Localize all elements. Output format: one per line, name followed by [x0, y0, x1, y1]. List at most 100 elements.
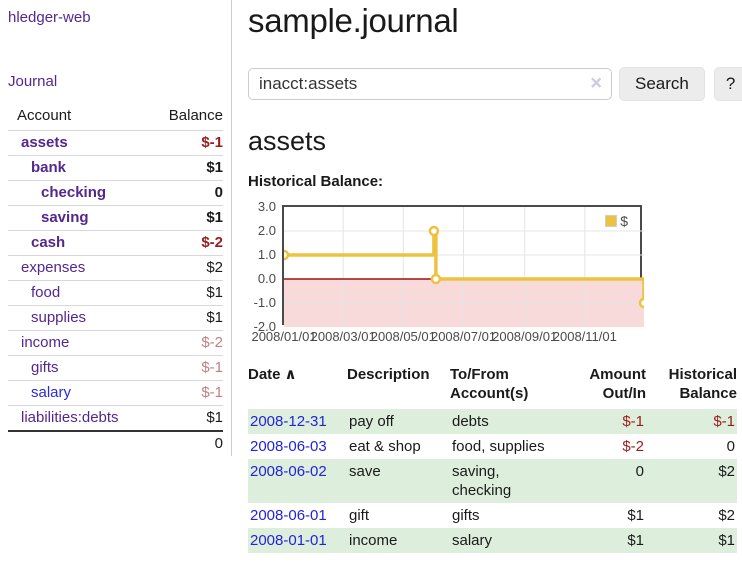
balance-chart: 3.0 2.0 1.0 0.0 -1.0 -2.0 $ 2008/01/01 2008/03… — [248, 197, 694, 349]
legend-series-label: $ — [620, 213, 628, 229]
account-balance: $1 — [152, 405, 223, 432]
y-axis-tick-label: 2.0 — [257, 223, 276, 238]
register-header-balance: Historical Balance — [668, 366, 737, 402]
transaction-amount: $1 — [627, 507, 644, 524]
transaction-date-link[interactable]: 2008-01-01 — [250, 532, 327, 549]
account-row: food $1 — [8, 280, 223, 306]
transaction-date-link[interactable]: 2008-06-01 — [250, 507, 327, 524]
transaction-accounts: food, supplies — [452, 438, 545, 455]
chart-svg — [278, 207, 650, 327]
account-page-title: assets — [248, 126, 327, 156]
account-link[interactable]: expenses — [21, 259, 86, 276]
x-axis-tick-label: 2008/11/01 — [552, 329, 617, 344]
sidebar: hledger-web Journal Account Balance asse… — [0, 0, 232, 456]
account-row: gifts $-1 — [8, 355, 223, 381]
register-row: 2008-01-01 income salary $1 $1 — [248, 528, 737, 553]
account-row: bank $1 — [8, 155, 223, 181]
account-row: expenses $2 — [8, 255, 223, 281]
transaction-description: pay off — [347, 409, 450, 434]
account-row: assets $-1 — [8, 130, 223, 156]
account-balance: 0 — [152, 180, 223, 206]
transaction-balance: $2 — [718, 507, 735, 524]
account-link[interactable]: food — [31, 284, 61, 301]
account-link[interactable]: assets — [21, 134, 68, 151]
account-balance: $2 — [152, 255, 223, 281]
account-link[interactable]: bank — [31, 159, 67, 176]
account-row: salary $-1 — [8, 380, 223, 406]
account-balance: $-1 — [152, 380, 223, 406]
account-row: checking 0 — [8, 180, 223, 206]
account-link[interactable]: checking — [41, 184, 107, 201]
account-balance: $-1 — [152, 355, 223, 381]
transaction-description: income — [347, 528, 450, 553]
account-row: saving $1 — [8, 205, 223, 231]
page-title: sample.journal — [248, 2, 459, 39]
search-bar: × Search ? — [248, 67, 742, 101]
transaction-accounts: debts — [450, 409, 562, 434]
transaction-amount: $1 — [562, 528, 646, 553]
search-button[interactable]: Search — [619, 67, 705, 101]
register-header-accounts: To/From Account(s) — [450, 366, 529, 402]
sort-ascending-icon: ∧ — [284, 366, 297, 383]
help-button[interactable]: ? — [713, 67, 742, 101]
x-axis-tick-label: 2008/03/01 — [310, 329, 376, 344]
account-link[interactable]: liabilities:debts — [21, 409, 119, 426]
search-input[interactable] — [248, 68, 612, 100]
transaction-balance: 0 — [726, 438, 735, 455]
account-row: income $-2 — [8, 330, 223, 356]
account-balance: $1 — [152, 305, 223, 331]
transaction-amount: 0 — [562, 459, 646, 503]
clear-search-icon[interactable]: × — [590, 72, 602, 95]
y-axis-tick-label: 1.0 — [257, 247, 276, 262]
y-axis-tick-label: 0.0 — [257, 271, 276, 286]
account-link[interactable]: gifts — [31, 359, 59, 376]
legend-swatch-icon — [605, 215, 618, 227]
transaction-accounts: saving, checking — [450, 459, 562, 503]
transaction-balance: $1 — [646, 528, 737, 553]
transaction-date-link[interactable]: 2008-12-31 — [250, 413, 327, 430]
register-row: 2008-06-02 save saving, checking 0 $2 — [248, 459, 737, 503]
account-link[interactable]: saving — [41, 209, 89, 226]
account-balance: $1 — [152, 205, 223, 231]
x-axis-tick-label: 2008/07/01 — [430, 329, 497, 344]
chart-plot-area: $ — [278, 205, 650, 327]
account-link[interactable]: income — [21, 334, 70, 351]
y-axis-tick-label: -1.0 — [253, 295, 276, 310]
account-balance: $-1 — [152, 130, 223, 156]
accounts-table: Account Balance assets $-1 bank $1 checking 0… — [8, 105, 223, 456]
account-balance: $-2 — [152, 230, 223, 256]
y-axis-tick-label: -2.0 — [253, 319, 276, 334]
chart-title: Historical Balance: — [248, 173, 384, 190]
account-row: liabilities:debts $1 — [8, 405, 223, 432]
account-row: supplies $1 — [8, 305, 223, 331]
transaction-date-link[interactable]: 2008-06-03 — [250, 438, 327, 455]
accounts-header-balance: Balance — [152, 105, 223, 131]
transaction-accounts: gifts — [452, 507, 480, 524]
accounts-total-balance: 0 — [152, 430, 223, 456]
x-axis-tick-label: 2008/01/01 — [251, 329, 317, 344]
account-link[interactable]: cash — [31, 234, 66, 251]
register-row: 2008-06-03 eat & shop food, supplies $-2 0 — [248, 434, 737, 459]
app-layout: hledger-web Journal Account Balance asse… — [0, 0, 742, 553]
y-axis-tick-label: 3.0 — [257, 199, 276, 214]
x-axis-tick-label: 2008/05/01 — [370, 329, 436, 344]
main-content: sample.journal × Search ? assets Histori… — [232, 0, 742, 553]
chart-legend: $ — [605, 213, 628, 229]
account-link[interactable]: supplies — [31, 309, 87, 326]
register-header-description: Description — [347, 366, 430, 383]
transaction-balance: $2 — [646, 459, 737, 503]
account-balance: $1 — [152, 280, 223, 306]
account-balance: $-2 — [152, 330, 223, 356]
transaction-amount: $-2 — [622, 438, 644, 455]
app-brand-link[interactable]: hledger-web — [8, 9, 91, 26]
account-link[interactable]: salary — [31, 384, 72, 401]
register-header-date[interactable]: Date ∧ — [248, 366, 297, 383]
transaction-accounts: salary — [450, 528, 562, 553]
transaction-date-link[interactable]: 2008-06-02 — [250, 463, 327, 480]
sidebar-item-journal[interactable]: Journal — [8, 73, 58, 90]
transaction-amount: $-1 — [562, 409, 646, 434]
transaction-description: gift — [349, 507, 370, 524]
register-row: 2008-06-01 gift gifts $1 $2 — [248, 503, 737, 528]
accounts-header-account: Account — [8, 105, 153, 131]
account-balance: $1 — [152, 155, 223, 181]
